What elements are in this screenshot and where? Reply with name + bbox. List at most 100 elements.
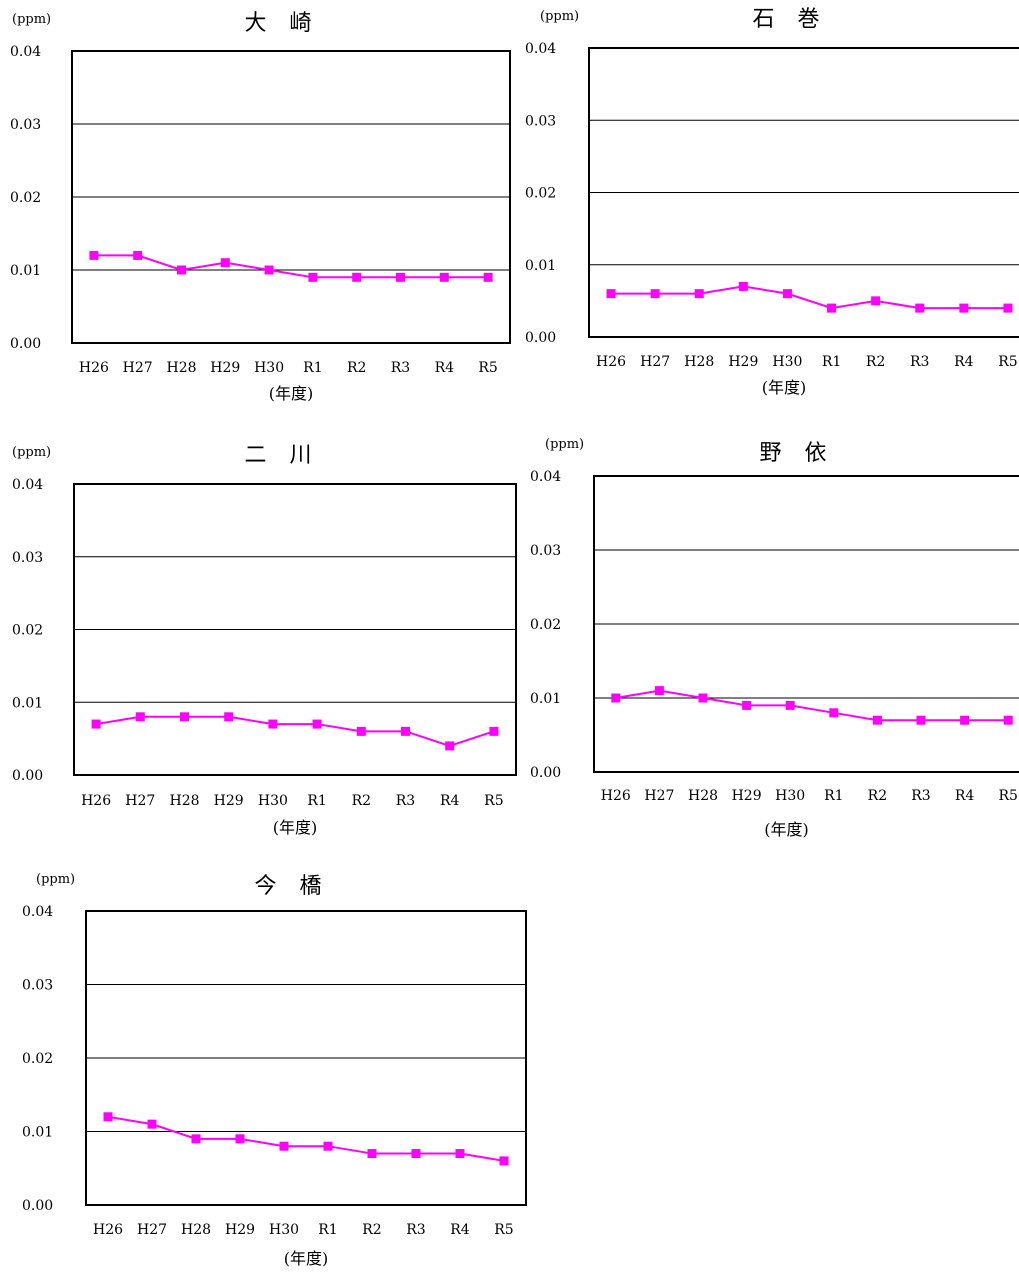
x-tick-label: H29 [214,793,244,809]
data-point [445,741,455,751]
y-tick-label: 0.00 [530,765,561,781]
plot-frame [588,47,1019,338]
data-point [323,1141,333,1151]
x-tick-label: R3 [910,354,929,370]
x-tick-label: R5 [998,788,1017,804]
chart-title: 今 橋 [255,874,330,899]
x-tick-label: H27 [125,793,155,809]
x-tick-label: H28 [688,788,718,804]
data-point [91,719,101,729]
x-axis-label: (年度) [273,818,318,837]
data-point [694,289,704,299]
plot-frame [73,483,517,776]
x-tick-label: R3 [911,788,930,804]
data-point [871,296,881,306]
x-tick-label: R5 [494,1222,513,1238]
x-tick-label: H28 [684,354,714,370]
data-point [356,726,366,736]
chart-panel: (ppm) 野 依 0.00 0.01 0.02 0.03 0.04 H26 H27 H28 H29… [530,437,1019,839]
x-tick-label: H28 [169,793,199,809]
x-tick-label: R3 [406,1222,425,1238]
data-point [411,1149,421,1159]
x-tick-label: R4 [954,354,974,370]
x-tick-label: R3 [391,360,410,376]
x-tick-label: H30 [775,788,805,804]
x-tick-label: R1 [822,354,841,370]
series-line [93,254,489,279]
plot-frame [71,50,511,344]
x-tick-label: R4 [450,1222,470,1238]
x-tick-label: H30 [258,793,288,809]
data-point [455,1149,465,1159]
x-tick-label: R1 [318,1222,337,1238]
x-tick-label: R5 [998,354,1017,370]
data-point [827,303,837,313]
x-tick-label: R2 [362,1222,381,1238]
data-point [782,289,792,299]
data-point [268,719,278,729]
x-tick-label: H28 [181,1222,211,1238]
plot-frame [593,475,1019,773]
data-point [742,700,752,710]
y-tick-label: 0.04 [22,904,53,920]
data-point [1003,303,1013,313]
x-tick-label: R3 [396,793,415,809]
data-point [308,272,318,282]
y-tick-label: 0.00 [12,768,43,784]
x-tick-label: R1 [307,793,326,809]
x-tick-label: H30 [269,1222,299,1238]
y-unit-label: (ppm) [540,9,579,24]
data-point [264,265,274,275]
x-tick-label: R4 [955,788,975,804]
x-tick-label: H30 [772,354,802,370]
data-point [147,1119,157,1129]
data-point [650,289,660,299]
data-point [220,258,230,268]
data-point [224,712,234,722]
y-tick-label: 0.02 [525,186,556,202]
x-tick-label: H26 [596,354,626,370]
y-tick-label: 0.03 [22,978,53,994]
x-tick-label: H26 [79,360,109,376]
chart-panel: (ppm) 石 巻 0.00 0.01 0.02 0.03 0.04 H26 H27 H28 H29… [525,7,1019,397]
data-point [915,303,925,313]
x-tick-label: H29 [732,788,762,804]
x-tick-label: R2 [352,793,371,809]
data-point [135,712,145,722]
y-tick-label: 0.03 [525,113,556,129]
y-tick-label: 0.02 [12,623,43,639]
y-unit-label: (ppm) [12,12,51,27]
data-point [235,1134,245,1144]
series-line [611,285,1008,310]
x-tick-label: R1 [824,788,843,804]
chart-title: 石 巻 [753,7,828,32]
series-line [95,715,495,747]
y-tick-label: 0.04 [525,41,556,57]
data-point [785,700,795,710]
x-tick-label: R2 [347,360,366,376]
y-tick-label: 0.02 [22,1051,53,1067]
data-point [738,281,748,291]
data-point [352,272,362,282]
y-tick-label: 0.03 [530,543,561,559]
x-tick-label: R2 [866,354,885,370]
y-tick-label: 0.02 [530,617,561,633]
y-unit-label: (ppm) [36,872,75,887]
plot-frame [85,910,527,1206]
y-tick-label: 0.01 [10,263,41,279]
x-tick-label: R5 [478,360,497,376]
x-tick-label: H30 [254,360,284,376]
chart-panel: (ppm) 今 橋 0.00 0.01 0.02 0.03 0.04 H26 H27 H28 H29… [22,872,527,1268]
data-point [133,250,143,260]
x-tick-label: R4 [440,793,460,809]
data-point [829,708,839,718]
series-line [615,689,1009,722]
y-tick-label: 0.01 [530,691,561,707]
x-axis-label: (年度) [762,378,807,397]
data-point [960,715,970,725]
y-tick-label: 0.04 [12,477,43,493]
x-tick-label: H29 [210,360,240,376]
data-point [483,272,493,282]
x-tick-label: R1 [303,360,322,376]
